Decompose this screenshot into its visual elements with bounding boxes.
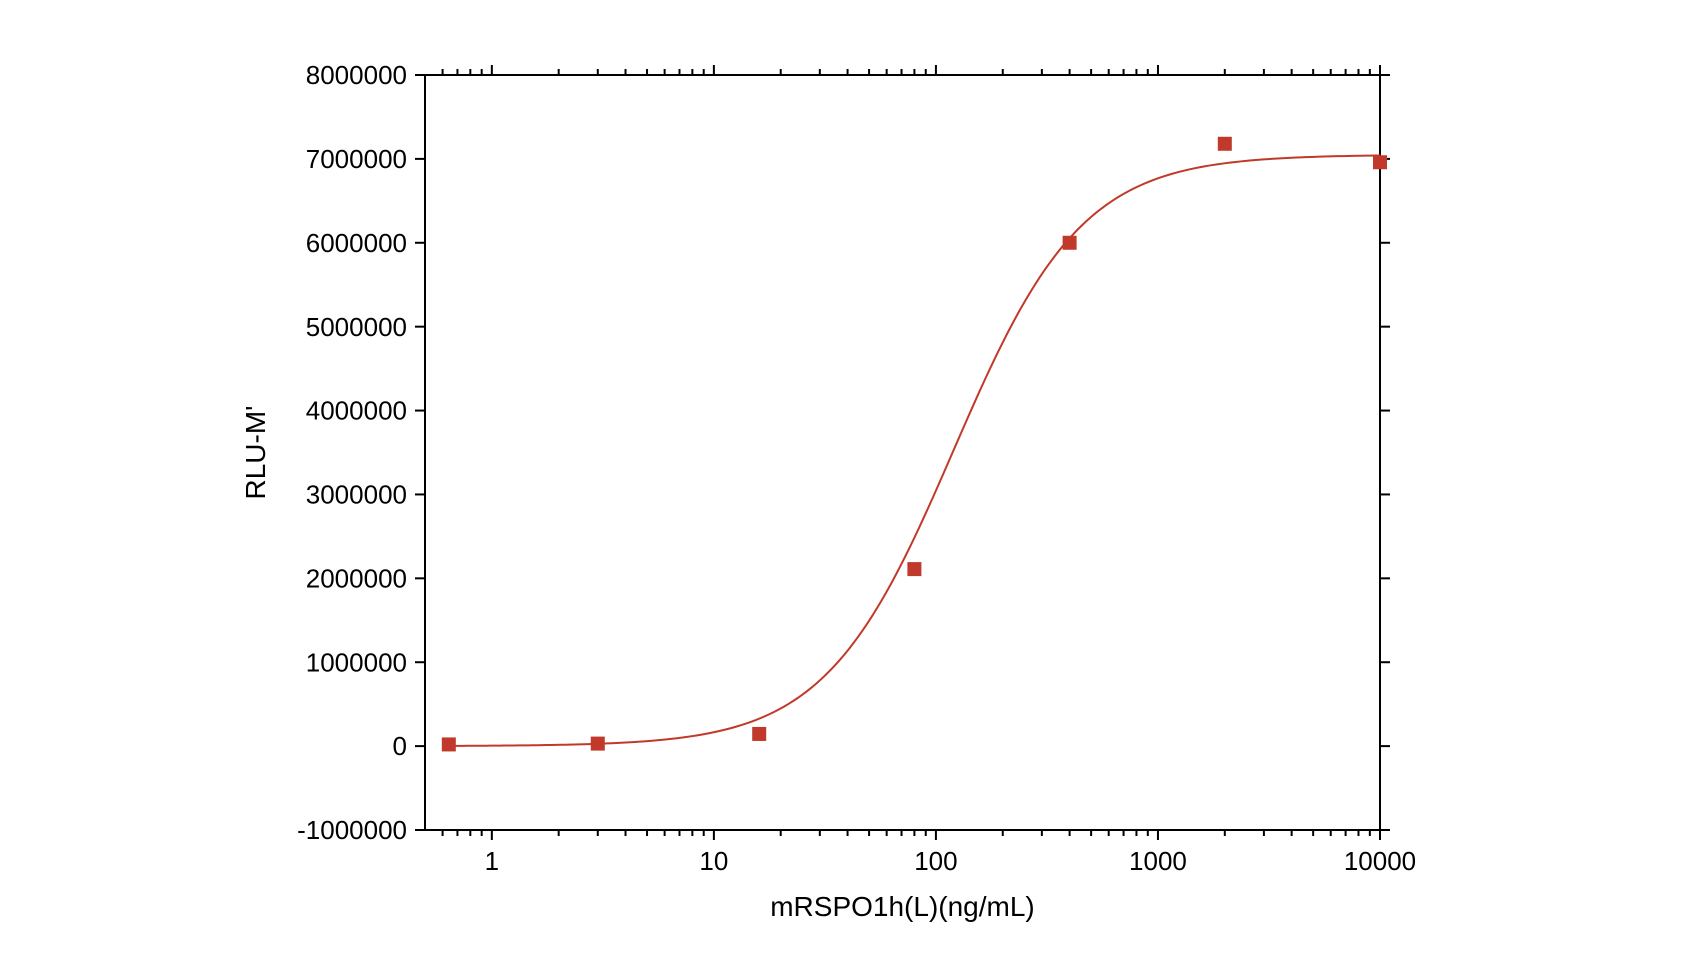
data-point xyxy=(1373,155,1387,169)
y-tick-label: 7000000 xyxy=(306,144,407,174)
dose-response-chart: 1 10 100 1000 10000 -1000000 0 1000000 2000000 30… xyxy=(0,0,1684,976)
data-point xyxy=(752,727,766,741)
x-tick-label: 1000 xyxy=(1129,846,1187,876)
y-tick-label: 5000000 xyxy=(306,312,407,342)
y-tick-label: 1000000 xyxy=(306,647,407,677)
data-point xyxy=(907,562,921,576)
y-axis-label: RLU-M' xyxy=(240,405,271,499)
data-point xyxy=(1063,236,1077,250)
x-axis-label: mRSPO1h(L)(ng/mL) xyxy=(770,891,1035,922)
data-point xyxy=(442,737,456,751)
chart-container: 1 10 100 1000 10000 -1000000 0 1000000 2000000 30… xyxy=(0,0,1684,976)
y-tick-label: 0 xyxy=(393,731,407,761)
y-tick-label: 8000000 xyxy=(306,60,407,90)
y-tick-label: -1000000 xyxy=(297,815,407,845)
x-tick-label: 100 xyxy=(914,846,957,876)
x-tick-label: 1 xyxy=(485,846,499,876)
y-tick-label: 2000000 xyxy=(306,563,407,593)
x-tick-label: 10 xyxy=(699,846,728,876)
y-tick-label: 3000000 xyxy=(306,480,407,510)
data-point xyxy=(591,737,605,751)
y-tick-label: 4000000 xyxy=(306,396,407,426)
x-tick-label: 10000 xyxy=(1344,846,1416,876)
data-point xyxy=(1218,137,1232,151)
y-tick-label: 6000000 xyxy=(306,228,407,258)
